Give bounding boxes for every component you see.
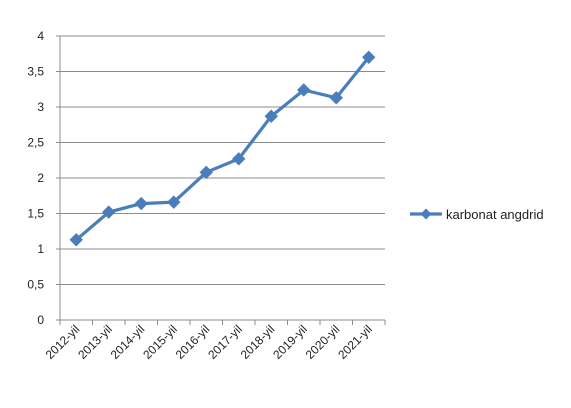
legend: karbonat angdrid [410,207,544,222]
plot-area: 0 0,5 1 1,5 2 2,5 3 3,5 4 2012-yil2013-yil2014-y… [27,29,386,362]
y-tick-label: 1,5 [27,207,44,221]
data-point [167,195,181,209]
data-point [232,152,246,166]
y-tick-label: 0,5 [27,278,44,292]
x-axis: 2012-yil2013-yil2014-yil2015-yil2016-yil… [43,319,386,362]
x-tick-label: 2018-yil [238,322,278,362]
y-tick-label: 3,5 [27,65,44,79]
y-tick-label: 2 [37,171,44,185]
gridlines [60,35,385,285]
data-point [264,109,278,123]
y-tick-label: 3 [37,100,44,114]
y-axis: 0 0,5 1 1,5 2 2,5 3 3,5 4 [27,29,61,327]
x-tick-label: 2017-yil [205,322,245,362]
x-tick-label: 2015-yil [140,322,180,362]
data-point [134,196,148,211]
series-layer [69,50,376,247]
data-point [329,91,343,105]
x-tick-label: 2021-yil [335,322,375,362]
legend-label: karbonat angdrid [446,207,544,222]
legend-marker [420,208,432,220]
x-tick-label: 2014-yil [108,322,148,362]
data-point [69,233,83,247]
data-point [362,50,376,65]
data-point [102,205,116,219]
x-tick-label: 2013-yil [75,322,115,362]
y-tick-label: 2,5 [27,136,44,150]
x-tick-label: 2016-yil [173,322,213,362]
x-tick-label: 2019-yil [270,322,310,362]
y-tick-label: 4 [37,29,44,43]
data-point [297,83,311,97]
x-tick-label: 2020-yil [303,322,343,362]
x-tick-label: 2012-yil [43,322,83,362]
series-line [75,56,371,242]
y-tick-label: 0 [37,313,44,327]
y-tick-label: 1 [37,242,44,256]
data-point [199,165,213,180]
